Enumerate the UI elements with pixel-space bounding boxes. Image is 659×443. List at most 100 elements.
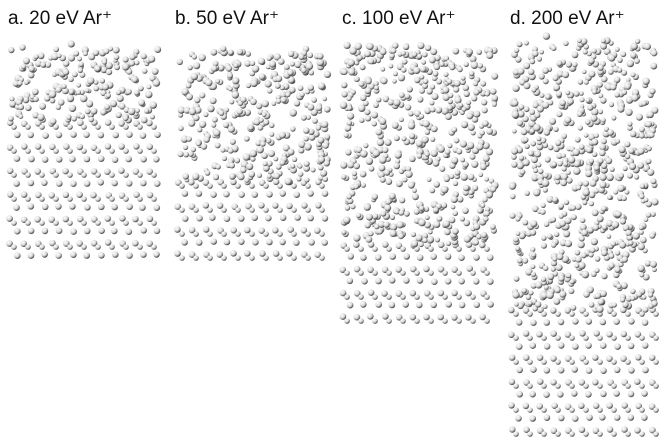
atom: [543, 284, 549, 290]
atom: [178, 112, 184, 118]
atom: [483, 216, 489, 222]
atom: [138, 99, 146, 107]
atom: [383, 169, 391, 176]
atom: [616, 283, 622, 290]
atom: [319, 231, 325, 237]
atom: [102, 59, 107, 65]
atom: [540, 276, 547, 282]
atom: [611, 335, 617, 341]
atom: [480, 203, 486, 208]
atom: [620, 355, 627, 362]
atom: [608, 262, 615, 269]
atom: [118, 120, 125, 127]
atom: [580, 217, 586, 223]
atom: [305, 114, 311, 120]
atom: [109, 172, 115, 178]
atom: [635, 113, 644, 121]
atom: [177, 151, 184, 158]
atom: [146, 119, 153, 127]
atom: [458, 102, 464, 108]
atom: [531, 87, 537, 93]
atom: [555, 383, 561, 389]
atom: [486, 127, 493, 135]
atom: [613, 318, 620, 325]
atom: [524, 143, 530, 149]
atom: [246, 163, 254, 171]
atom: [470, 318, 476, 324]
atom: [353, 183, 360, 190]
atom: [563, 40, 569, 47]
atom: [261, 100, 269, 108]
atom: [358, 318, 364, 324]
atom: [448, 216, 456, 224]
atom: [229, 173, 236, 180]
atom: [364, 109, 371, 116]
atom: [360, 301, 367, 308]
atom: [129, 53, 136, 61]
atom: [403, 277, 410, 284]
atom: [118, 167, 125, 174]
atom: [540, 209, 546, 215]
atom: [55, 156, 63, 163]
atom: [261, 112, 267, 117]
atom: [573, 90, 580, 97]
atom: [364, 222, 371, 229]
atom: [250, 156, 256, 162]
atom: [113, 54, 120, 60]
atom: [527, 431, 533, 437]
atom: [479, 241, 486, 249]
atom: [555, 335, 561, 341]
atom: [388, 301, 396, 309]
atom: [394, 151, 402, 159]
atom: [62, 68, 70, 76]
atom: [256, 146, 264, 154]
atom: [378, 164, 386, 172]
atom: [81, 244, 87, 250]
atom: [627, 121, 633, 127]
atom: [401, 135, 407, 142]
atom: [575, 256, 582, 263]
atom: [640, 100, 647, 107]
atom: [486, 254, 494, 261]
atom: [364, 87, 372, 95]
atom: [508, 182, 516, 190]
atom: [614, 76, 621, 83]
atom: [525, 294, 532, 300]
atom: [585, 367, 593, 374]
atom: [407, 122, 416, 130]
atom: [118, 103, 126, 110]
atom: [530, 264, 536, 270]
atom: [287, 226, 295, 233]
atom: [72, 71, 78, 78]
atom: [650, 62, 658, 70]
atom: [569, 279, 575, 285]
atom: [543, 414, 551, 422]
atom: [513, 383, 519, 389]
atom: [138, 85, 144, 92]
atom: [186, 93, 193, 101]
atom: [600, 390, 607, 398]
atom: [625, 229, 632, 237]
atom: [81, 148, 87, 154]
atom: [359, 64, 366, 71]
atom: [97, 179, 104, 186]
atom: [634, 378, 641, 385]
atom: [67, 220, 73, 226]
atom: [215, 164, 221, 170]
atom: [465, 241, 473, 248]
atom: [321, 190, 329, 197]
atom: [557, 160, 563, 167]
atom: [515, 246, 521, 252]
atom: [641, 294, 647, 300]
atom: [470, 61, 479, 69]
atom: [135, 108, 140, 113]
atom: [372, 318, 378, 324]
atom: [517, 110, 525, 118]
atom: [386, 270, 392, 276]
atom: [413, 208, 420, 215]
atom: [588, 133, 596, 141]
atom: [542, 32, 551, 40]
atom: [216, 251, 224, 258]
atom: [484, 294, 490, 300]
atom: [639, 126, 645, 133]
